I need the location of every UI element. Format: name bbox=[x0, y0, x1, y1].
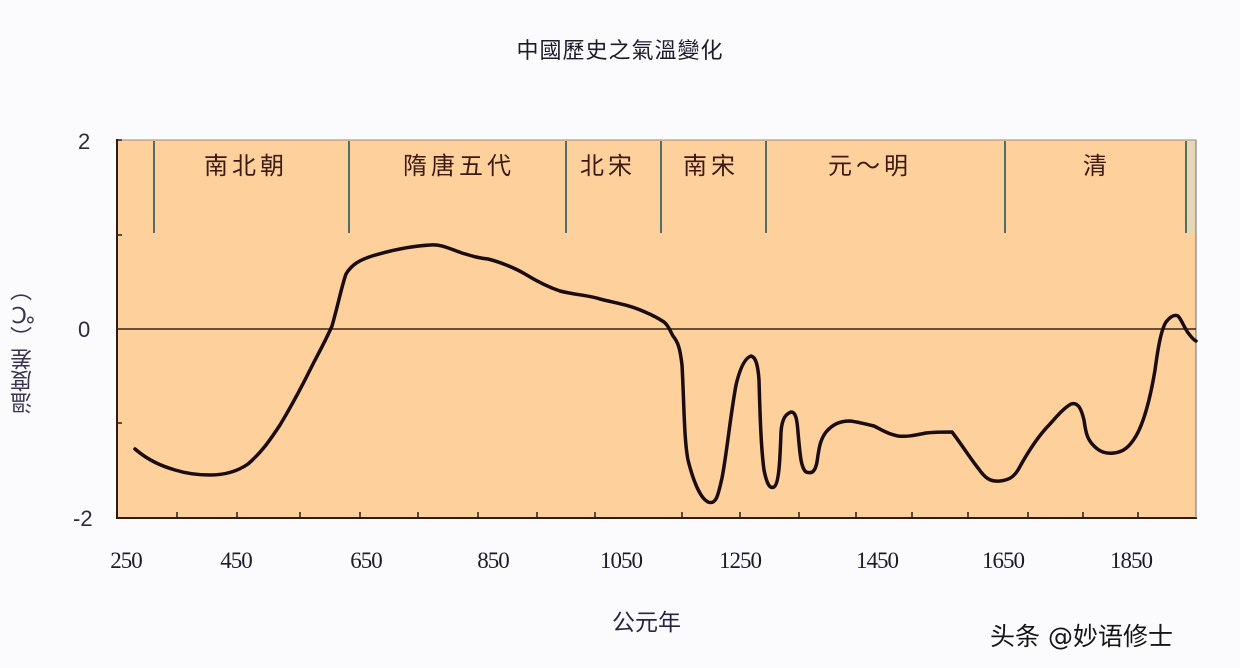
x-tick-label: 250 bbox=[110, 548, 142, 573]
temperature-curve bbox=[133, 243, 1198, 505]
y-tick-label: -2 bbox=[73, 506, 93, 531]
y-axis-ticks bbox=[117, 139, 122, 424]
y-tick-label: 2 bbox=[78, 129, 91, 154]
x-tick-label: 1050 bbox=[600, 548, 643, 573]
x-axis-ticks bbox=[176, 512, 1139, 518]
period-label-yuan-ming: 元～明 bbox=[828, 152, 912, 180]
period-dividers bbox=[153, 141, 1187, 233]
x-tick-label: 850 bbox=[477, 548, 509, 573]
period-label-qing: 清 bbox=[1083, 152, 1111, 180]
x-tick-label: 450 bbox=[220, 548, 252, 573]
chart-title: 中國歷史之氣溫變化 bbox=[516, 39, 724, 64]
period-label-suitang-wudai: 隋唐五代 bbox=[403, 152, 515, 180]
y-axis-label: 溫度差（℃） bbox=[11, 279, 36, 415]
x-tick-label: 1850 bbox=[1110, 548, 1153, 573]
x-tick-label: 650 bbox=[350, 548, 382, 573]
period-label-beisong: 北宋 bbox=[580, 152, 636, 180]
x-tick-label: 1250 bbox=[719, 548, 762, 573]
period-label-nansong: 南宋 bbox=[683, 152, 739, 180]
x-axis-label: 公元年 bbox=[612, 610, 681, 636]
period-label-nanbeichao: 南北朝 bbox=[204, 152, 288, 180]
x-tick-label: 1650 bbox=[982, 548, 1025, 573]
watermark: 头条 @妙语修士 bbox=[990, 622, 1173, 651]
y-tick-label: 0 bbox=[78, 317, 91, 342]
x-tick-label: 1450 bbox=[856, 548, 899, 573]
